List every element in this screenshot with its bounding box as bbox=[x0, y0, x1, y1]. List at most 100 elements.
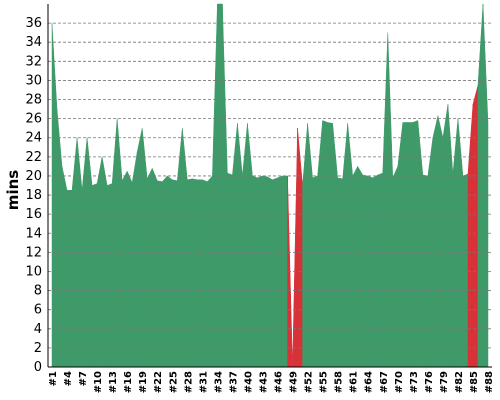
area-segment bbox=[297, 128, 303, 368]
x-tick-label: #58 bbox=[334, 371, 345, 393]
area-segment bbox=[202, 179, 208, 368]
y-tick-label: 20 bbox=[25, 169, 42, 184]
x-tick-label: #16 bbox=[123, 371, 134, 393]
x-tick-label: #64 bbox=[364, 371, 375, 393]
area-segment bbox=[307, 123, 313, 368]
y-tick-label: 0 bbox=[34, 360, 42, 375]
area-segment bbox=[91, 183, 98, 368]
x-tick-label: #28 bbox=[183, 371, 194, 393]
area-segment bbox=[56, 109, 63, 368]
area-segment bbox=[462, 173, 469, 368]
y-tick-label: 12 bbox=[25, 245, 42, 260]
y-tick-label: 8 bbox=[34, 284, 42, 299]
x-tick-label: #88 bbox=[484, 371, 495, 393]
area-segment bbox=[332, 123, 338, 368]
y-tick-label: 34 bbox=[25, 35, 42, 50]
area-segment bbox=[442, 104, 449, 368]
x-tick-label: #67 bbox=[379, 371, 390, 393]
y-tick-label: 32 bbox=[25, 54, 42, 69]
x-tick-label: #25 bbox=[168, 371, 179, 393]
area-segment bbox=[302, 123, 308, 368]
area-segment bbox=[472, 85, 479, 368]
area-segment bbox=[141, 128, 148, 368]
x-tick-label: #10 bbox=[93, 371, 104, 393]
area-segment bbox=[392, 166, 399, 368]
area-segment bbox=[197, 179, 203, 368]
x-tick-label: #52 bbox=[304, 371, 315, 393]
area-segment bbox=[96, 156, 103, 368]
x-tick-label: #82 bbox=[454, 371, 465, 393]
area-segment bbox=[61, 166, 68, 368]
area-segment bbox=[177, 128, 183, 368]
area-segment bbox=[66, 190, 73, 368]
x-tick-label: #1 bbox=[48, 371, 59, 386]
x-tick-label: #7 bbox=[78, 371, 89, 386]
area-segment bbox=[172, 179, 178, 368]
area-segment bbox=[222, 3, 228, 368]
area-segment bbox=[407, 122, 414, 368]
x-tick-label: #49 bbox=[289, 371, 300, 393]
y-tick-label: 4 bbox=[34, 322, 42, 337]
y-tick-label: 18 bbox=[25, 188, 42, 203]
area-segment bbox=[101, 156, 108, 368]
area-segment bbox=[272, 177, 278, 368]
area-segment bbox=[192, 178, 198, 368]
area-segment bbox=[362, 174, 368, 368]
area-segment bbox=[187, 178, 193, 368]
x-tick-label: #34 bbox=[213, 371, 224, 393]
area-segment bbox=[482, 3, 489, 368]
area-segment bbox=[372, 174, 378, 368]
area-segment bbox=[447, 104, 454, 368]
area-segment bbox=[131, 152, 138, 368]
area-segment bbox=[357, 165, 363, 368]
area-segment bbox=[477, 3, 484, 368]
area-segment bbox=[402, 122, 409, 368]
area-segment bbox=[121, 171, 128, 368]
x-tick-label: #55 bbox=[319, 371, 330, 393]
area-segment bbox=[342, 123, 348, 368]
area-segment bbox=[327, 122, 333, 368]
y-tick-label: 30 bbox=[25, 73, 42, 88]
area-segment bbox=[467, 104, 474, 368]
x-tick-label: #4 bbox=[63, 371, 74, 386]
area-segment bbox=[116, 118, 123, 368]
area-segment bbox=[212, 3, 218, 368]
area-segment bbox=[146, 168, 153, 368]
area-segment bbox=[457, 118, 464, 368]
area-segment bbox=[247, 123, 253, 368]
y-tick-label: 36 bbox=[25, 16, 42, 31]
y-tick-label: 10 bbox=[25, 264, 42, 279]
y-tick-label: 16 bbox=[25, 207, 42, 222]
area-segment bbox=[412, 120, 419, 368]
y-tick-label: 22 bbox=[25, 150, 42, 165]
area-segment bbox=[126, 171, 133, 368]
x-tick-label: #22 bbox=[153, 371, 164, 393]
y-tick-label: 28 bbox=[25, 93, 42, 108]
x-tick-label: #79 bbox=[439, 371, 450, 393]
area-segment bbox=[182, 128, 188, 368]
area-segment bbox=[136, 128, 143, 368]
x-tick-label: #46 bbox=[274, 371, 285, 393]
y-tick-label: 6 bbox=[34, 303, 42, 318]
area-segment bbox=[417, 120, 424, 368]
area-segment bbox=[232, 123, 238, 368]
area-segment bbox=[437, 115, 444, 368]
area-segment bbox=[387, 32, 394, 368]
area-segment bbox=[432, 115, 439, 368]
area-segment bbox=[452, 118, 459, 368]
area-segment bbox=[151, 168, 158, 368]
area-segment bbox=[422, 174, 429, 368]
area-segment bbox=[156, 180, 163, 368]
x-tick-label: #61 bbox=[349, 371, 360, 393]
area-segment bbox=[242, 123, 248, 368]
area-segment bbox=[106, 183, 113, 368]
area-segment bbox=[237, 123, 243, 368]
x-tick-label: #76 bbox=[424, 371, 435, 393]
area-segment bbox=[337, 177, 343, 368]
y-axis-label: mins bbox=[4, 170, 22, 210]
y-tick-label: 26 bbox=[25, 112, 42, 127]
x-tick-label: #73 bbox=[409, 371, 420, 393]
area-segment bbox=[397, 122, 404, 368]
area-segment bbox=[347, 123, 353, 368]
